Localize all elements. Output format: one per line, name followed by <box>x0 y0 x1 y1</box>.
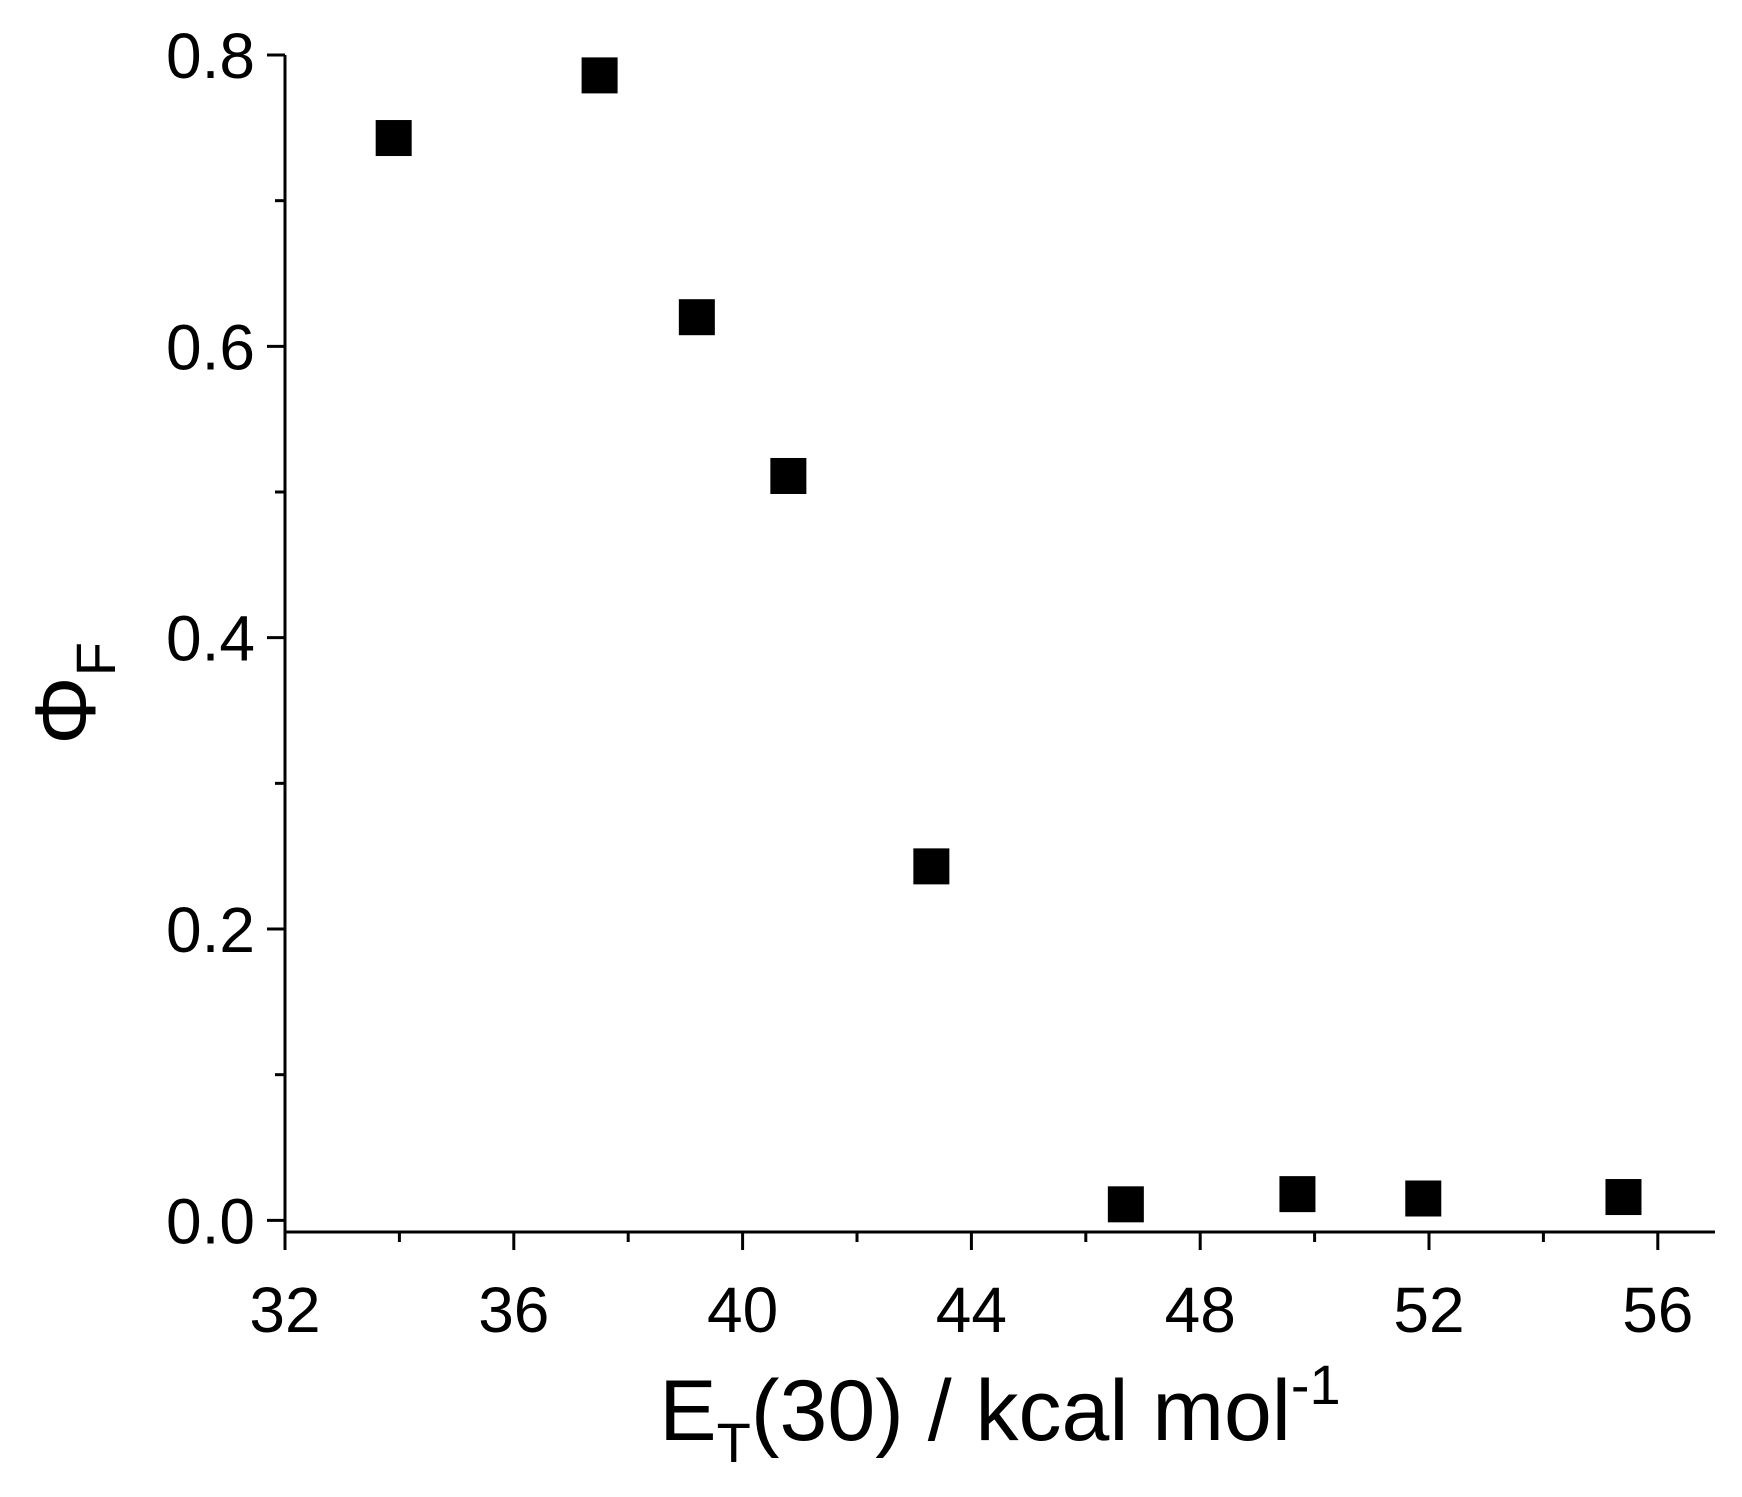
data-point <box>1279 1176 1316 1213</box>
x-tick-label: 52 <box>1393 1274 1464 1346</box>
x-tick-label: 32 <box>249 1274 320 1346</box>
x-tick-label: 48 <box>1165 1274 1236 1346</box>
data-point <box>678 299 715 336</box>
data-point <box>1405 1180 1442 1217</box>
x-tick-label: 36 <box>478 1274 549 1346</box>
data-point <box>375 120 412 157</box>
x-title-sup: -1 <box>1291 1353 1341 1416</box>
y-tick-label: 0.2 <box>166 894 255 966</box>
axis-ticks <box>267 53 1660 1250</box>
x-title-sub: T <box>717 1411 751 1474</box>
x-title-rest: (30) / kcal mol <box>751 1363 1291 1459</box>
y-axis-title: ΦF <box>18 642 127 745</box>
data-point <box>1605 1179 1642 1216</box>
x-tick-label: 40 <box>707 1274 778 1346</box>
y-tick-label: 0.0 <box>166 1185 255 1257</box>
y-title-sub: F <box>64 642 127 676</box>
tick-labels: 32 36 40 44 48 52 56 0.0 0.2 0.4 0.6 0.8 <box>166 20 1693 1346</box>
y-title-main: Φ <box>18 676 114 745</box>
x-axis-title: ET(30) / kcal mol-1 <box>659 1353 1340 1474</box>
data-point <box>1107 1186 1144 1223</box>
data-points <box>375 57 1642 1223</box>
x-title-main: E <box>659 1363 716 1459</box>
x-tick-label: 56 <box>1622 1274 1693 1346</box>
y-tick-label: 0.6 <box>166 311 255 383</box>
data-point <box>913 848 950 885</box>
y-tick-label: 0.4 <box>166 603 255 675</box>
data-point <box>770 457 807 494</box>
x-tick-label: 44 <box>936 1274 1007 1346</box>
data-point <box>581 57 618 94</box>
y-tick-label: 0.8 <box>166 20 255 92</box>
